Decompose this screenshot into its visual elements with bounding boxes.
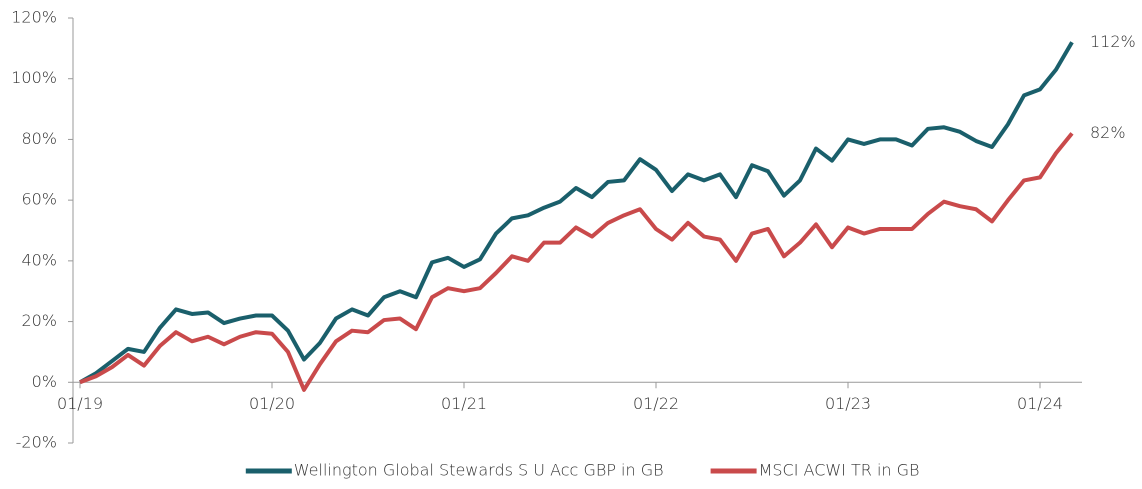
x-tick-label: 01/22	[633, 394, 679, 413]
y-tick-label: 60%	[21, 190, 57, 209]
x-tick-label: 01/21	[441, 394, 487, 413]
series-line	[79, 41, 1074, 385]
y-tick-label: 80%	[21, 129, 57, 148]
legend-label: Wellington Global Stewards S U Acc GBP i…	[294, 461, 664, 480]
x-tick-label: 01/24	[1017, 394, 1063, 413]
y-tick-label: -20%	[16, 433, 57, 452]
x-tick-label: 01/19	[57, 394, 103, 413]
y-tick-label: 0%	[32, 372, 57, 391]
series-line	[79, 132, 1074, 392]
y-tick-label: 20%	[21, 311, 57, 330]
x-tick-label: 01/20	[249, 394, 295, 413]
x-tick-label: 01/23	[825, 394, 871, 413]
y-tick-label: 100%	[11, 68, 57, 87]
data-label: 82%	[1090, 123, 1126, 142]
data-label: 112%	[1090, 32, 1136, 51]
y-tick-label: 40%	[21, 250, 57, 269]
legend-label: MSCI ACWI TR in GB	[759, 461, 920, 480]
y-tick-label: 120%	[11, 8, 57, 27]
